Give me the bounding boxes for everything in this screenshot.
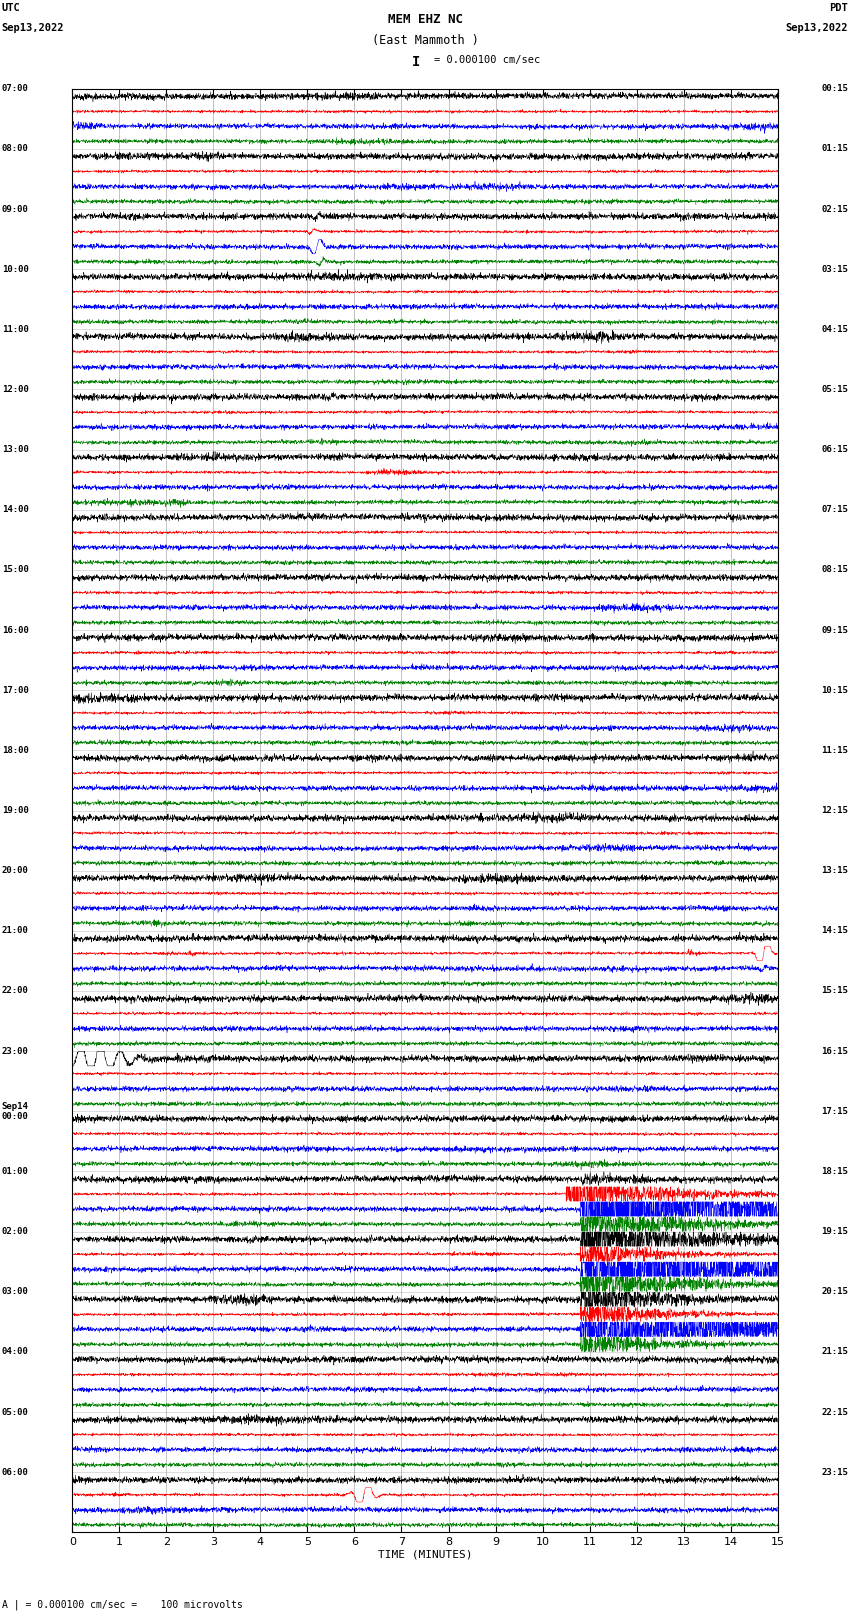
Text: 21:00: 21:00 xyxy=(2,926,29,936)
Text: 04:15: 04:15 xyxy=(821,324,848,334)
Text: 00:15: 00:15 xyxy=(821,84,848,94)
Text: 09:00: 09:00 xyxy=(2,205,29,213)
Text: 04:00: 04:00 xyxy=(2,1347,29,1357)
Text: 12:15: 12:15 xyxy=(821,806,848,815)
Text: 11:15: 11:15 xyxy=(821,745,848,755)
Text: Sep13,2022: Sep13,2022 xyxy=(785,23,848,32)
Text: 13:00: 13:00 xyxy=(2,445,29,455)
Text: 08:15: 08:15 xyxy=(821,566,848,574)
Text: MEM EHZ NC: MEM EHZ NC xyxy=(388,13,462,26)
Text: 19:15: 19:15 xyxy=(821,1227,848,1236)
Text: 23:15: 23:15 xyxy=(821,1468,848,1476)
Text: 08:00: 08:00 xyxy=(2,145,29,153)
Text: 13:15: 13:15 xyxy=(821,866,848,876)
Text: 18:00: 18:00 xyxy=(2,745,29,755)
Text: 06:15: 06:15 xyxy=(821,445,848,455)
Text: 01:15: 01:15 xyxy=(821,145,848,153)
Text: 10:15: 10:15 xyxy=(821,686,848,695)
Text: 20:00: 20:00 xyxy=(2,866,29,876)
Text: 06:00: 06:00 xyxy=(2,1468,29,1476)
Text: 14:15: 14:15 xyxy=(821,926,848,936)
Text: 23:00: 23:00 xyxy=(2,1047,29,1055)
Text: 07:15: 07:15 xyxy=(821,505,848,515)
Text: Sep14
00:00: Sep14 00:00 xyxy=(2,1102,29,1121)
X-axis label: TIME (MINUTES): TIME (MINUTES) xyxy=(377,1550,473,1560)
Text: A | = 0.000100 cm/sec =    100 microvolts: A | = 0.000100 cm/sec = 100 microvolts xyxy=(2,1598,242,1610)
Text: 20:15: 20:15 xyxy=(821,1287,848,1297)
Text: 18:15: 18:15 xyxy=(821,1166,848,1176)
Text: 17:00: 17:00 xyxy=(2,686,29,695)
Text: 22:15: 22:15 xyxy=(821,1408,848,1416)
Text: 16:15: 16:15 xyxy=(821,1047,848,1055)
Text: = 0.000100 cm/sec: = 0.000100 cm/sec xyxy=(434,55,540,65)
Text: 03:00: 03:00 xyxy=(2,1287,29,1297)
Text: 09:15: 09:15 xyxy=(821,626,848,634)
Text: 07:00: 07:00 xyxy=(2,84,29,94)
Text: 17:15: 17:15 xyxy=(821,1107,848,1116)
Text: 22:00: 22:00 xyxy=(2,987,29,995)
Text: 11:00: 11:00 xyxy=(2,324,29,334)
Text: 05:00: 05:00 xyxy=(2,1408,29,1416)
Text: 02:00: 02:00 xyxy=(2,1227,29,1236)
Text: 15:15: 15:15 xyxy=(821,987,848,995)
Text: 03:15: 03:15 xyxy=(821,265,848,274)
Text: UTC: UTC xyxy=(2,3,20,13)
Text: Sep13,2022: Sep13,2022 xyxy=(2,23,65,32)
Text: 21:15: 21:15 xyxy=(821,1347,848,1357)
Text: 02:15: 02:15 xyxy=(821,205,848,213)
Text: (East Mammoth ): (East Mammoth ) xyxy=(371,34,479,47)
Text: 05:15: 05:15 xyxy=(821,386,848,394)
Text: 16:00: 16:00 xyxy=(2,626,29,634)
Text: 01:00: 01:00 xyxy=(2,1166,29,1176)
Text: 10:00: 10:00 xyxy=(2,265,29,274)
Text: PDT: PDT xyxy=(830,3,848,13)
Text: 14:00: 14:00 xyxy=(2,505,29,515)
Text: 19:00: 19:00 xyxy=(2,806,29,815)
Text: I: I xyxy=(412,55,421,69)
Text: 12:00: 12:00 xyxy=(2,386,29,394)
Text: 15:00: 15:00 xyxy=(2,566,29,574)
